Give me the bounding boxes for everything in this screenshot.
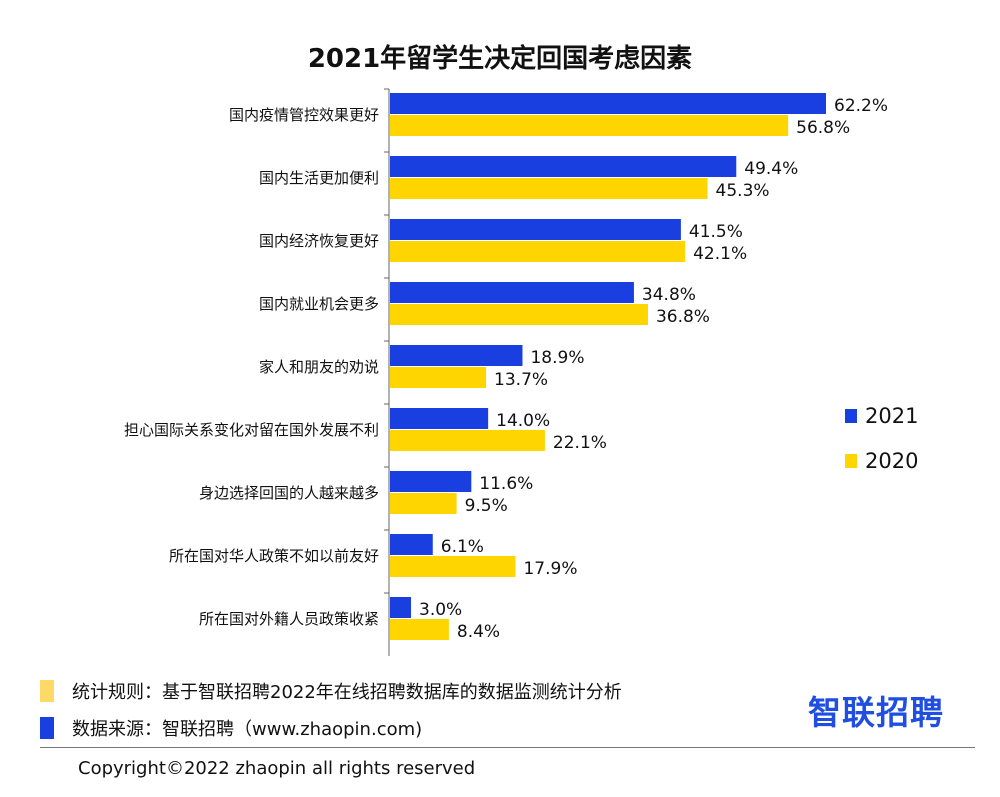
data-label-2020: 22.1%: [553, 433, 607, 453]
copyright-text: Copyright©2022 zhaopin all rights reserv…: [78, 758, 476, 779]
data-label-2021: 18.9%: [530, 348, 584, 368]
bar-2021: [390, 219, 681, 240]
data-label-2021: 14.0%: [496, 411, 550, 431]
legend-label-2020: 2020: [865, 449, 919, 473]
bar-2020: [390, 115, 789, 136]
bar-2021: [390, 408, 489, 429]
category-label: 国内疫情管控效果更好: [229, 106, 379, 124]
category-label: 家人和朋友的劝说: [259, 358, 379, 376]
category-label: 担心国际关系变化对留在国外发展不利: [124, 421, 379, 439]
data-label-2021: 11.6%: [479, 474, 533, 494]
data-label-2020: 42.1%: [693, 244, 747, 264]
bar-2021: [390, 282, 634, 303]
bar-2020: [390, 304, 648, 325]
category-label: 所在国对华人政策不如以前友好: [169, 547, 379, 565]
footer-divider: [40, 747, 975, 748]
data-label-2021: 6.1%: [441, 537, 484, 557]
category-label: 国内生活更加便利: [259, 169, 379, 187]
bar-2021: [390, 534, 433, 555]
category-label: 身边选择回国的人越来越多: [199, 484, 379, 502]
bar-2020: [390, 430, 545, 451]
data-label-2020: 8.4%: [457, 622, 500, 642]
bar-chart: 国内疫情管控效果更好 62.2%56.8% 国内生活更加便利 49.4%45.3% 国内…: [124, 88, 888, 656]
footer-rule: 统计规则：基于智联招聘2022年在线招聘数据库的数据监测统计分析: [40, 678, 622, 704]
source-swatch: [40, 717, 54, 739]
legend-item-2020: 2020: [845, 449, 918, 473]
zhaopin-logo: 智联招聘: [808, 693, 944, 732]
bar-2020: [390, 241, 686, 262]
bar-2021: [390, 345, 523, 366]
data-label-2021: 41.5%: [689, 222, 743, 242]
category-label: 国内经济恢复更好: [259, 232, 379, 250]
bar-2020: [390, 556, 516, 577]
category-label: 所在国对外籍人员政策收紧: [199, 610, 379, 628]
data-label-2020: 17.9%: [523, 559, 577, 579]
chart-title: 2021年留学生决定回国考虑因素: [307, 44, 693, 74]
legend-swatch-2020: [845, 454, 857, 468]
bar-2020: [390, 619, 449, 640]
bar-2020: [390, 493, 457, 514]
data-label-2020: 13.7%: [494, 370, 548, 390]
bar-2020: [390, 367, 487, 388]
source-text: 数据来源：智联招聘（www.zhaopin.com): [72, 719, 423, 740]
data-label-2020: 56.8%: [796, 118, 850, 138]
bar-2021: [390, 597, 412, 618]
data-label-2021: 3.0%: [419, 600, 462, 620]
bar-2021: [390, 471, 472, 492]
data-label-2020: 9.5%: [465, 496, 508, 516]
rule-text: 统计规则：基于智联招聘2022年在线招聘数据库的数据监测统计分析: [72, 682, 622, 703]
bar-2021: [390, 156, 737, 177]
legend-label-2021: 2021: [865, 404, 919, 428]
rule-swatch: [40, 680, 54, 702]
data-label-2021: 49.4%: [744, 159, 798, 179]
data-label-2020: 36.8%: [656, 307, 710, 327]
data-label-2021: 62.2%: [834, 96, 888, 116]
legend-swatch-2021: [845, 409, 857, 423]
legend-item-2021: 2021: [845, 404, 918, 428]
bar-2021: [390, 93, 826, 114]
data-label-2021: 34.8%: [642, 285, 696, 305]
footer-source: 数据来源：智联招聘（www.zhaopin.com): [40, 715, 422, 741]
data-label-2020: 45.3%: [716, 181, 770, 201]
category-label: 国内就业机会更多: [259, 295, 379, 313]
bar-2020: [390, 178, 708, 199]
